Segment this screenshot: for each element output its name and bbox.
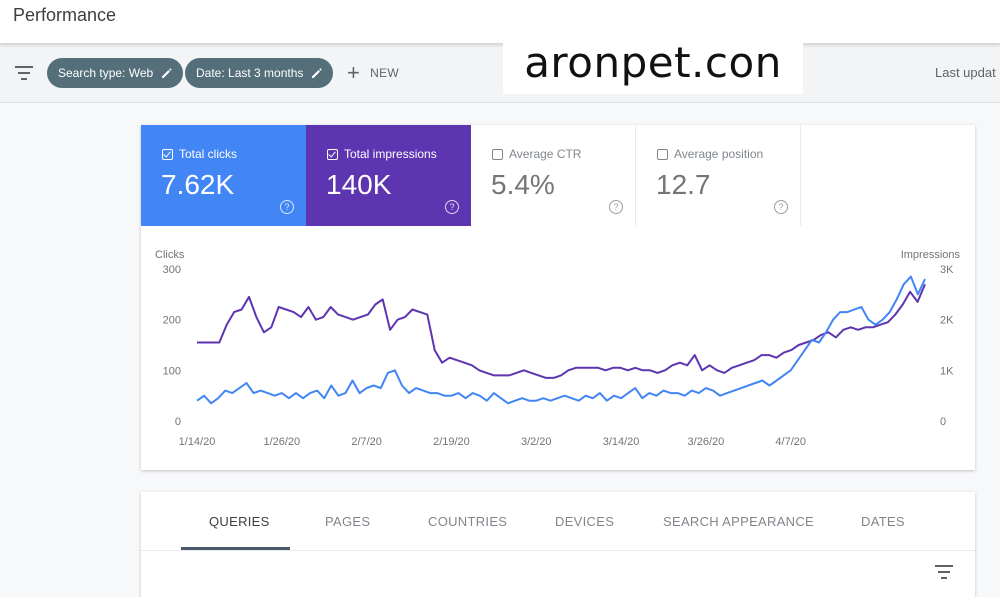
metric-value: 140K [326, 169, 392, 200]
checkbox-unchecked-icon [657, 148, 668, 160]
page-title: Performance [13, 5, 117, 25]
watermark: aronpet.con [503, 31, 803, 94]
tab-countries[interactable]: COUNTRIES [428, 514, 508, 529]
watermark-text: aronpet.con [524, 38, 782, 87]
x-tick-label: 3/14/20 [603, 436, 640, 448]
metric-label: Total clicks [179, 147, 238, 161]
pencil-icon [162, 68, 172, 78]
metric-average-position[interactable]: Average position 12.7 ? [636, 125, 801, 226]
help-icon[interactable]: ? [774, 200, 788, 214]
performance-line-chart[interactable]: Clicks Impressions 0 100 200 300 0 1K 2K 3K 1/… [141, 226, 975, 470]
metric-total-clicks[interactable]: Total clicks 7.62K ? [141, 125, 306, 226]
search-type-chip-label: Search type: Web [58, 66, 154, 80]
checkbox-unchecked-icon [492, 148, 503, 160]
tab-pages[interactable]: PAGES [325, 514, 371, 529]
new-filter-label: NEW [370, 66, 400, 80]
x-tick-label: 3/26/20 [688, 436, 725, 448]
series-line-impressions [197, 283, 926, 379]
table-filter-icon[interactable] [935, 565, 953, 579]
x-tick-label: 4/7/20 [775, 436, 806, 448]
tab-search-appearance[interactable]: SEARCH APPEARANCE [663, 514, 815, 529]
last-updated-text: Last updat [935, 65, 996, 80]
metric-value: 12.7 [656, 169, 711, 200]
y-right-tick-label: 1K [940, 365, 954, 377]
metric-label: Total impressions [344, 147, 437, 161]
y-left-tick-label: 0 [175, 416, 181, 428]
metric-total-impressions[interactable]: Total impressions 140K ? [306, 125, 471, 226]
new-filter-button[interactable]: + NEW [347, 58, 399, 88]
tab-devices[interactable]: DEVICES [555, 514, 615, 529]
filter-toolbar: Search type: Web Date: Last 3 months + N… [0, 45, 1000, 103]
tab-divider [141, 550, 975, 551]
y-left-tick-label: 200 [163, 315, 181, 327]
y-left-tick-label: 300 [163, 264, 181, 276]
performance-card: Total clicks 7.62K ? Total impressions 1… [141, 125, 975, 470]
x-tick-label: 2/19/20 [433, 436, 470, 448]
metric-average-ctr[interactable]: Average CTR 5.4% ? [471, 125, 636, 226]
tab-queries[interactable]: QUERIES [209, 514, 270, 529]
checkbox-checked-icon [327, 148, 338, 160]
y-right-tick-label: 2K [940, 315, 954, 327]
pencil-icon [312, 68, 323, 78]
tab-dates[interactable]: DATES [861, 514, 905, 529]
date-range-chip[interactable]: Date: Last 3 months [185, 58, 334, 88]
x-tick-label: 3/2/20 [521, 436, 552, 448]
plus-icon: + [347, 60, 361, 85]
filter-icon[interactable] [14, 65, 34, 81]
search-type-chip[interactable]: Search type: Web [47, 58, 184, 88]
y-right-tick-label: 0 [940, 416, 946, 428]
help-icon[interactable]: ? [280, 200, 294, 214]
date-range-chip-label: Date: Last 3 months [196, 66, 304, 80]
active-tab-indicator [181, 547, 290, 550]
metric-label: Average position [674, 147, 764, 161]
app-header: Performance [0, 0, 1000, 44]
x-tick-label: 2/7/20 [351, 436, 382, 448]
help-icon[interactable]: ? [445, 200, 459, 214]
y-axis-right-label: Impressions [901, 249, 961, 261]
metric-value: 5.4% [491, 169, 555, 200]
metric-value: 7.62K [161, 169, 235, 200]
x-tick-label: 1/26/20 [263, 436, 300, 448]
dimension-tabs-card: QUERIES PAGES COUNTRIES DEVICES SEARCH A… [141, 492, 975, 597]
y-axis-left-label: Clicks [155, 249, 185, 261]
series-line-clicks [196, 275, 926, 405]
metric-label: Average CTR [509, 147, 582, 161]
help-icon[interactable]: ? [609, 200, 623, 214]
y-right-tick-label: 3K [940, 264, 954, 276]
checkbox-checked-icon [162, 148, 173, 160]
y-left-tick-label: 100 [163, 365, 181, 377]
x-tick-label: 1/14/20 [179, 436, 216, 448]
